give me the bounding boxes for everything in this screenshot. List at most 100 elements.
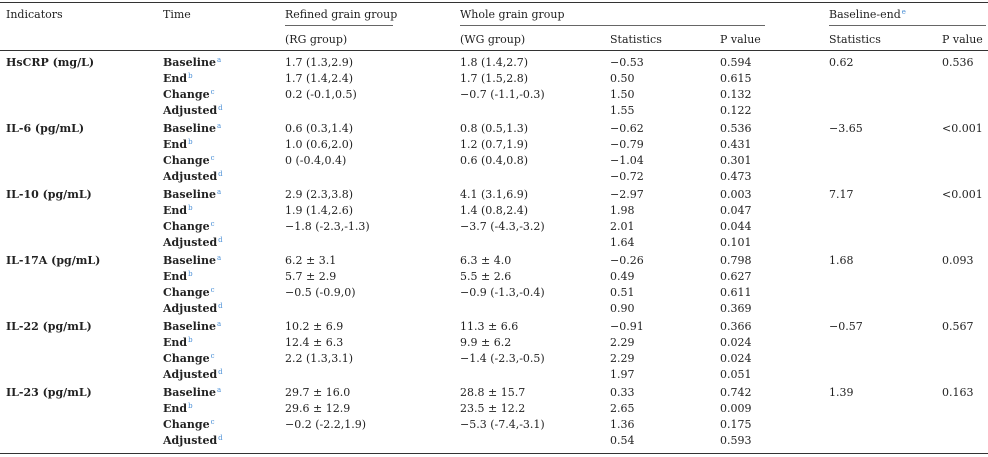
table-bottom-rule [0, 453, 988, 454]
indicator-label: IL-17A (pg/mL) [6, 254, 101, 267]
p-value: 0.611 [720, 286, 752, 299]
p-value: 0.024 [720, 336, 752, 349]
p-value: 0.742 [720, 386, 752, 399]
p-value: 0.047 [720, 204, 752, 217]
rg-value: 29.6 ± 12.9 [285, 402, 351, 415]
header-wg-group: (WG group) [460, 33, 526, 46]
baseline-end-p-value: 0.163 [942, 386, 974, 399]
p-value: 0.798 [720, 254, 752, 267]
wg-value: −0.9 (-1.3,-0.4) [460, 286, 545, 299]
wg-value: −5.3 (-7.4,-3.1) [460, 418, 545, 431]
whole-spanner-rule [460, 25, 765, 26]
wg-value: 1.8 (1.4,2.7) [460, 56, 529, 69]
rg-value: 1.0 (0.6,2.0) [285, 138, 354, 151]
rg-value: 12.4 ± 6.3 [285, 336, 344, 349]
p-value: 0.627 [720, 270, 752, 283]
time-label: Endb [163, 138, 193, 151]
p-value: 0.594 [720, 56, 752, 69]
rg-value: −1.8 (-2.3,-1.3) [285, 220, 370, 233]
rg-value: 1.7 (1.3,2.9) [285, 56, 354, 69]
rg-value: 2.2 (1.3,3.1) [285, 352, 354, 365]
wg-value: 0.6 (0.4,0.8) [460, 154, 529, 167]
p-value: 0.024 [720, 352, 752, 365]
indicator-label: IL-22 (pg/mL) [6, 320, 92, 333]
wg-value: 9.9 ± 6.2 [460, 336, 512, 349]
baseline-end-statistics: −0.57 [829, 320, 863, 333]
rg-value: 0.2 (-0.1,0.5) [285, 88, 357, 101]
wg-value: −0.7 (-1.1,-0.3) [460, 88, 545, 101]
p-value: 0.003 [720, 188, 752, 201]
statistics-value: 0.50 [610, 72, 635, 85]
indicator-label: IL-10 (pg/mL) [6, 188, 92, 201]
statistics-value: 2.65 [610, 402, 635, 415]
p-value: 0.473 [720, 170, 752, 183]
time-label: Endb [163, 204, 193, 217]
statistics-value: 2.29 [610, 352, 635, 365]
wg-value: 4.1 (3.1,6.9) [460, 188, 529, 201]
rg-value: 6.2 ± 3.1 [285, 254, 337, 267]
statistics-value: 0.49 [610, 270, 635, 283]
p-value: 0.044 [720, 220, 752, 233]
p-value: 0.366 [720, 320, 752, 333]
time-label: Endb [163, 336, 193, 349]
time-label: Endb [163, 72, 193, 85]
header-whole-grain: Whole grain group [460, 8, 565, 21]
rg-value: 1.9 (1.4,2.6) [285, 204, 354, 217]
time-label: Baselinea [163, 188, 222, 201]
rg-value: −0.2 (-2.2,1.9) [285, 418, 366, 431]
wg-value: 5.5 ± 2.6 [460, 270, 512, 283]
header-p-value-be: P value [942, 33, 983, 46]
time-label: Baselinea [163, 56, 222, 69]
p-value: 0.431 [720, 138, 752, 151]
statistics-value: −2.97 [610, 188, 644, 201]
statistics-value: 2.01 [610, 220, 635, 233]
baseline-end-p-value: 0.567 [942, 320, 974, 333]
rg-value: −0.5 (-0.9,0) [285, 286, 356, 299]
table-top-rule [0, 2, 988, 3]
baseline-end-p-value: <0.001 [942, 122, 983, 135]
p-value: 0.175 [720, 418, 752, 431]
time-label: Changec [163, 418, 215, 431]
time-label: Endb [163, 402, 193, 415]
statistics-value: 2.29 [610, 336, 635, 349]
indicator-label: HsCRP (mg/L) [6, 56, 95, 69]
baseline-end-statistics: 1.39 [829, 386, 854, 399]
baseline-end-statistics: 0.62 [829, 56, 854, 69]
wg-value: 0.8 (0.5,1.3) [460, 122, 529, 135]
time-label: Adjustedd [163, 434, 223, 447]
baseline-end-spanner-rule [829, 25, 986, 26]
header-indicators: Indicators [6, 8, 63, 21]
indicator-label: IL-6 (pg/mL) [6, 122, 85, 135]
p-value: 0.369 [720, 302, 752, 315]
wg-value: 1.7 (1.5,2.8) [460, 72, 529, 85]
wg-value: 11.3 ± 6.6 [460, 320, 519, 333]
time-label: Adjustedd [163, 170, 223, 183]
header-bottom-rule [0, 50, 988, 51]
rg-value: 29.7 ± 16.0 [285, 386, 351, 399]
time-label: Adjustedd [163, 236, 223, 249]
p-value: 0.101 [720, 236, 752, 249]
statistics-value: 0.51 [610, 286, 635, 299]
time-label: Endb [163, 270, 193, 283]
header-p-value: P value [720, 33, 761, 46]
header-rg-group: (RG group) [285, 33, 348, 46]
p-value: 0.615 [720, 72, 752, 85]
time-label: Changec [163, 286, 215, 299]
statistics-value: 1.55 [610, 104, 635, 117]
statistics-value: −0.62 [610, 122, 644, 135]
header-time: Time [163, 8, 191, 21]
p-value: 0.301 [720, 154, 752, 167]
rg-value: 10.2 ± 6.9 [285, 320, 344, 333]
wg-value: 6.3 ± 4.0 [460, 254, 512, 267]
statistics-value: 1.98 [610, 204, 635, 217]
p-value: 0.536 [720, 122, 752, 135]
statistics-value: 0.90 [610, 302, 635, 315]
wg-value: −1.4 (-2.3,-0.5) [460, 352, 545, 365]
statistics-value: 0.54 [610, 434, 635, 447]
time-label: Baselinea [163, 320, 222, 333]
p-value: 0.122 [720, 104, 752, 117]
statistics-value: −0.72 [610, 170, 644, 183]
statistics-value: −0.91 [610, 320, 644, 333]
statistics-value: 1.36 [610, 418, 635, 431]
rg-value: 0.6 (0.3,1.4) [285, 122, 354, 135]
